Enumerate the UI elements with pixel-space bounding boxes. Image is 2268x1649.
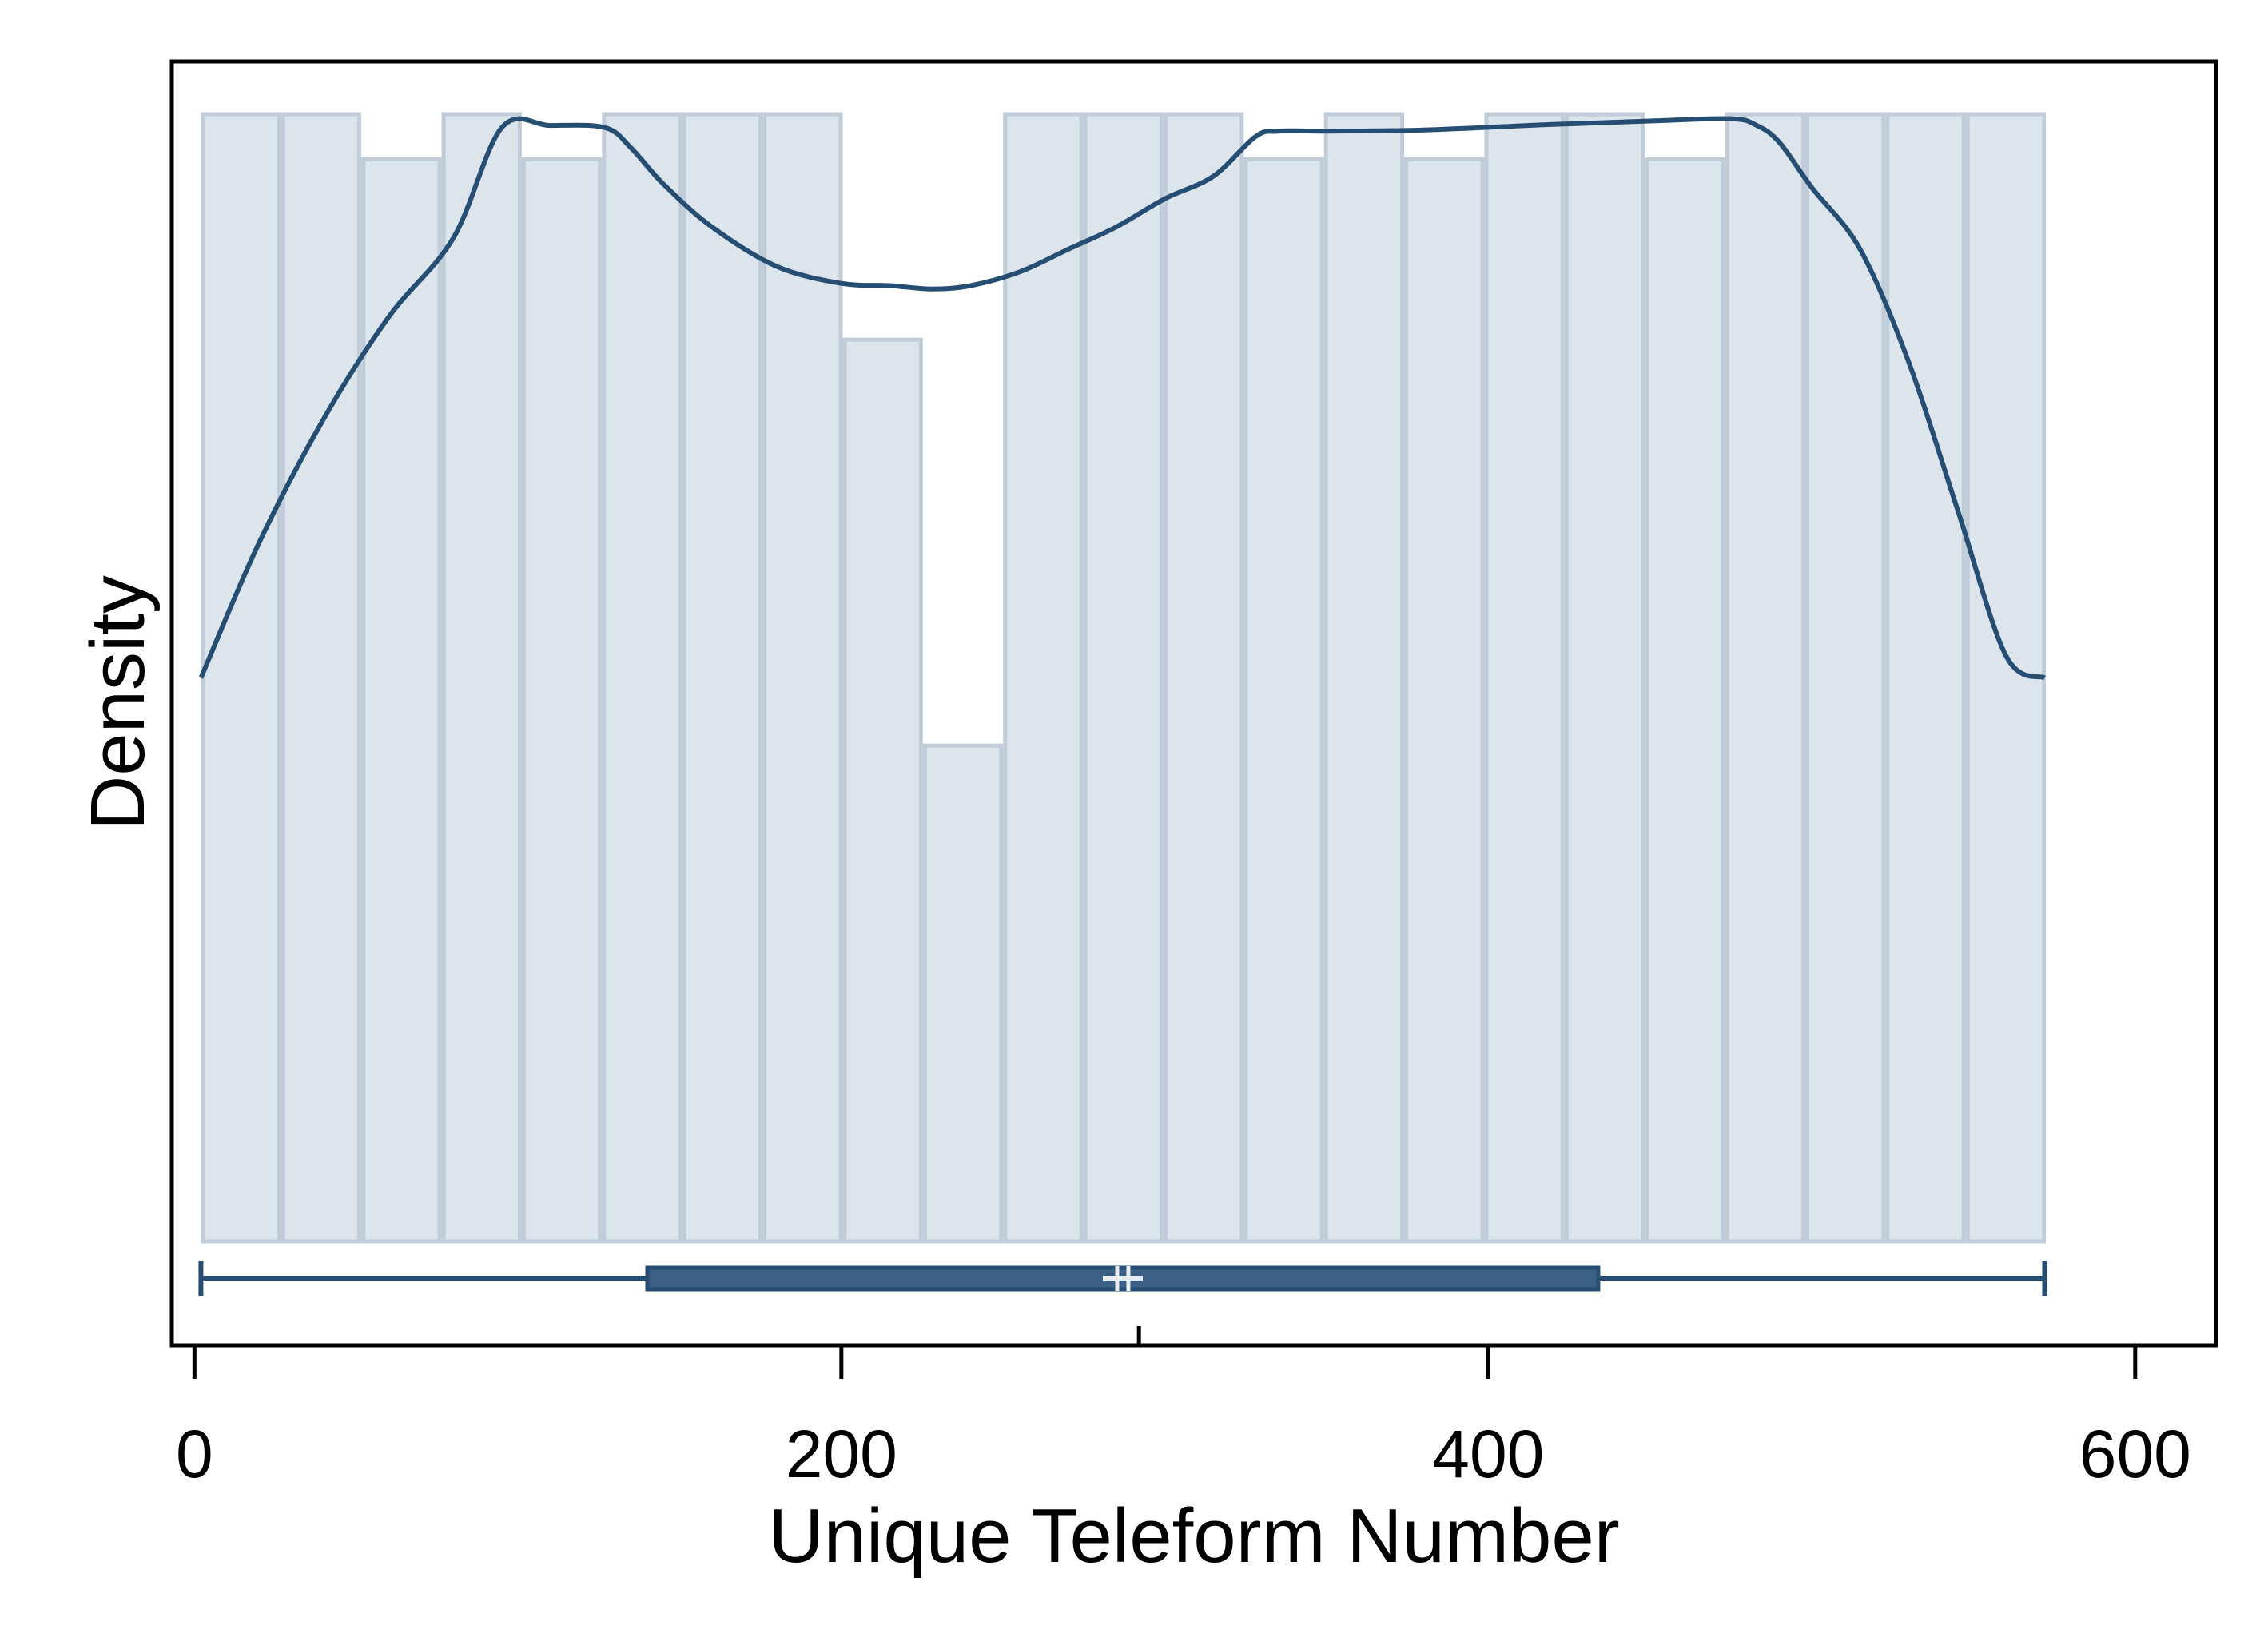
density-curve-group: [198, 116, 2046, 681]
boxplot-box: [645, 1265, 1601, 1292]
histogram-bar: [521, 157, 603, 1244]
x-axis: 0 200 400 600: [176, 1345, 2191, 1492]
histogram-bar: [201, 112, 281, 1244]
histogram-bar: [1083, 112, 1164, 1244]
x-tick-label: 0: [176, 1417, 213, 1492]
histogram-bars: [201, 112, 2047, 1244]
histogram-bar: [1564, 112, 1645, 1244]
density-curve: [198, 116, 2046, 681]
histogram-bar: [1804, 112, 1886, 1244]
y-axis-title: Density: [75, 575, 161, 831]
plot-frame: [169, 59, 2218, 1348]
x-tick-label: 400: [1432, 1417, 1544, 1492]
histogram-bar: [361, 157, 442, 1244]
histogram-bar: [842, 337, 923, 1244]
histogram-bar: [1243, 157, 1324, 1244]
histogram-bar: [922, 743, 1004, 1244]
histogram-bar: [1725, 112, 1805, 1244]
histogram-bar: [1003, 112, 1084, 1244]
histogram-bar: [1323, 112, 1405, 1244]
histogram-bar: [602, 112, 682, 1244]
histogram-bar: [441, 112, 522, 1244]
histogram-bar: [1484, 112, 1565, 1244]
x-tick-label: 600: [2079, 1417, 2191, 1492]
histogram-bar: [1645, 157, 1725, 1244]
x-tick-label: 200: [786, 1417, 897, 1492]
histogram-bar: [762, 112, 843, 1244]
histogram-bar: [281, 112, 362, 1244]
histogram-bar: [1404, 157, 1485, 1244]
histogram-bar: [1163, 112, 1244, 1244]
boxplot-group: [198, 1261, 2047, 1345]
histogram-bar: [1885, 112, 1966, 1244]
histogram-bar: [682, 112, 763, 1244]
x-axis-title: Unique Teleform Number: [768, 1493, 1619, 1579]
